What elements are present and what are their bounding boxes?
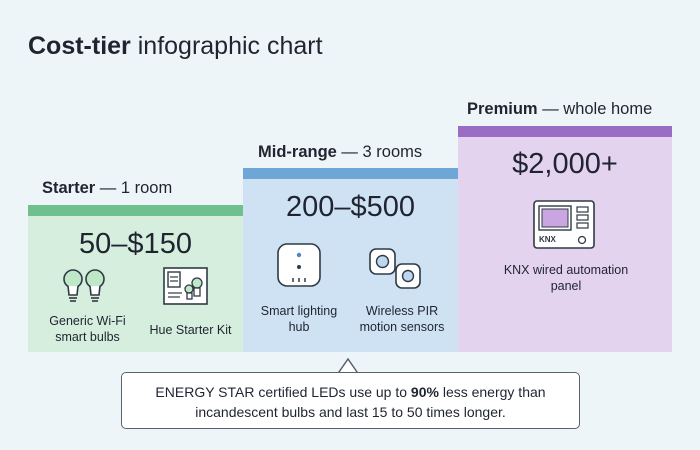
tier-scope-premium: — whole home [537,100,653,118]
knx-panel-icon: KNX [532,198,596,257]
callout-pointer-icon [337,357,359,379]
lighting-hub-icon [274,240,324,295]
motion-sensor-icon [366,246,422,299]
tier-name-mid: Mid-range [258,143,337,161]
tier-name-starter: Starter [42,179,96,197]
product-label-lighting-hub: Smart lighting hub [260,304,338,334]
smart-bulbs-icon [61,267,109,314]
callout-highlight: 90% [410,384,439,400]
callout-text-before: ENERGY STAR certified LEDs use up to [155,384,411,400]
product-label-knx-panel: KNX wired automation panel [503,263,629,293]
price-mid: 200–$500 [285,191,416,223]
starter-kit-icon [160,265,212,314]
product-label-smart-bulbs: Generic Wi-Fi smart bulbs [49,314,126,344]
tier-bar-mid [243,168,458,179]
title-bold: Cost-tier [28,32,131,60]
knx-panel-text: KNX [539,235,557,244]
tier-heading-starter: Starter — 1 room [42,179,172,198]
product-label-motion-sensor: Wireless PIR motion sensors [359,304,445,334]
tier-bar-starter [28,205,243,216]
tier-heading-mid: Mid-range — 3 rooms [258,143,422,162]
price-premium: $2,000+ [512,148,618,180]
tier-scope-mid: — 3 rooms [336,143,423,161]
callout-text-after: less energy than incandescent bulbs and … [195,384,546,420]
tier-bar-premium [458,126,672,137]
tier-heading-premium: Premium — whole home [467,100,652,119]
callout-text: ENERGY STAR certified LEDs use up to 90%… [122,382,579,422]
title-rest: infographic chart [130,32,323,60]
page-title: Cost-tier infographic chart [28,32,323,61]
product-label-starter-kit: Hue Starter Kit [149,323,232,337]
energy-callout: ENERGY STAR certified LEDs use up to 90%… [121,372,580,429]
tier-name-premium: Premium [467,100,538,118]
price-starter: 50–$150 [79,228,192,260]
tier-scope-starter: — 1 room [95,179,173,197]
